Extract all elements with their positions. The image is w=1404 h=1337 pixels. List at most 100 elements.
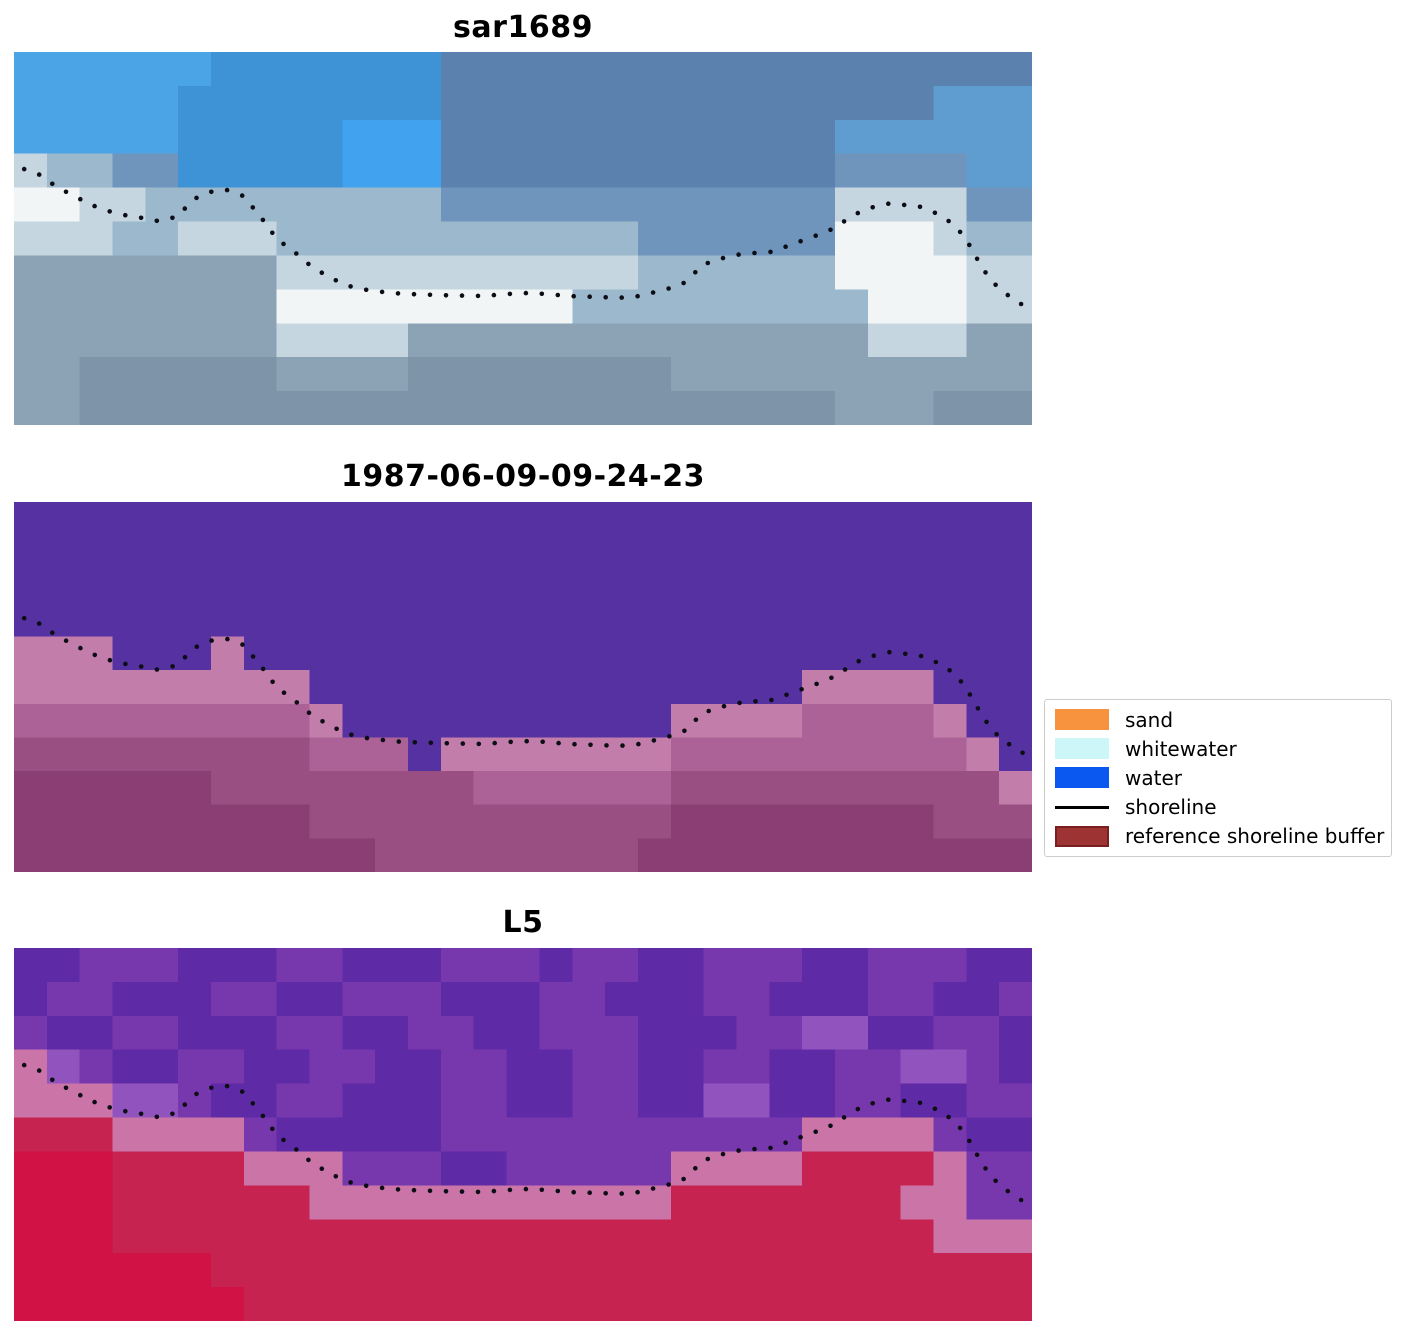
shoreline-dot: [250, 1101, 256, 1106]
shoreline-dot: [154, 218, 160, 224]
shoreline-label: shoreline: [1125, 795, 1217, 820]
shoreline-dot: [706, 708, 711, 714]
shoreline-dot: [829, 675, 834, 681]
shoreline-dot: [459, 293, 465, 298]
water-label: water: [1125, 765, 1182, 790]
shoreline-dot: [50, 1077, 55, 1083]
shoreline-dot: [828, 1123, 833, 1129]
shoreline-dot: [281, 241, 286, 247]
shoreline-dot: [36, 172, 42, 177]
shoreline-dot: [828, 227, 833, 233]
shoreline-dot: [798, 238, 803, 244]
shoreline-dot: [870, 1101, 875, 1106]
shoreline-dot: [319, 270, 325, 275]
shoreline-dot: [901, 202, 907, 208]
shoreline-dot: [250, 205, 256, 210]
shoreline-dot: [508, 739, 513, 745]
shoreline-dot: [769, 697, 774, 703]
shoreline-dot: [63, 638, 69, 643]
shoreline-dot: [260, 217, 266, 223]
shoreline-dot: [903, 651, 908, 657]
shoreline-dot: [334, 726, 339, 732]
shoreline-dot: [281, 1137, 286, 1143]
shoreline-dot: [967, 1138, 972, 1144]
shoreline-dot: [604, 743, 609, 748]
shoreline-dot: [63, 1085, 69, 1091]
shoreline-dot: [1018, 301, 1024, 307]
shoreline-dot: [523, 290, 529, 296]
shoreline-dot: [459, 1189, 465, 1194]
shoreline-dot: [138, 664, 144, 669]
sar-image-bitmap: [14, 52, 1032, 425]
shoreline-dot: [492, 740, 498, 746]
shoreline-dot: [720, 255, 726, 261]
sand-label: sand: [1125, 707, 1174, 732]
whitewater-label: whitewater: [1125, 736, 1237, 761]
shoreline-dot: [491, 292, 497, 298]
shoreline-dot: [363, 1183, 369, 1189]
shoreline-dot: [1005, 1188, 1011, 1194]
shoreline-dot: [306, 261, 311, 267]
shoreline-dot: [556, 740, 561, 746]
shoreline-dot: [693, 270, 698, 275]
shoreline-dot: [524, 738, 529, 744]
shoreline-dot: [138, 1111, 144, 1117]
shoreline-dot: [170, 215, 175, 221]
shoreline-dot: [239, 193, 245, 198]
shoreline-dot: [842, 667, 848, 672]
shoreline-dot: [50, 181, 55, 187]
shoreline-dot: [752, 1146, 757, 1152]
shoreline-dot: [855, 210, 861, 216]
shoreline-dot: [21, 166, 27, 172]
shoreline-dot: [92, 652, 98, 658]
shoreline-dot: [946, 218, 951, 224]
shoreline-dot: [507, 291, 513, 297]
shoreline-dot: [603, 295, 608, 300]
shoreline-dot: [753, 699, 758, 704]
shoreline-swatch: [1055, 805, 1109, 809]
legend-item-reference-shoreline-buffer: reference shoreline buffer: [1055, 822, 1384, 851]
shoreline-dot: [1006, 741, 1012, 747]
l5-image-bitmap: [14, 948, 1032, 1321]
shoreline-dot: [428, 740, 434, 746]
shoreline-dot: [768, 249, 773, 255]
shoreline-dot: [681, 280, 686, 286]
shoreline-dot: [78, 196, 83, 202]
shoreline-dot: [138, 215, 144, 221]
shoreline-dot: [21, 1062, 27, 1068]
shoreline-dot: [333, 1174, 339, 1179]
shoreline-dot: [841, 1115, 847, 1120]
shoreline-dot: [783, 1140, 788, 1145]
shoreline-dot: [555, 292, 561, 298]
shoreline-dot: [123, 1108, 128, 1114]
shoreline-dot: [539, 1187, 545, 1193]
shoreline-dot: [667, 734, 672, 739]
shoreline-dot: [957, 229, 963, 235]
shoreline-dot: [107, 209, 112, 214]
shoreline-dot: [209, 638, 214, 643]
shoreline-dot: [194, 195, 199, 201]
shoreline-dot: [856, 658, 861, 664]
shoreline-dot: [693, 717, 699, 723]
panel-title-sar: sar1689: [453, 10, 593, 45]
shoreline-dot: [444, 741, 450, 746]
shoreline-dot: [886, 1097, 891, 1102]
shoreline-dot: [475, 293, 481, 299]
shoreline-dot: [871, 653, 877, 658]
shoreline-dot: [650, 1186, 656, 1191]
shoreline-dot: [974, 256, 980, 262]
shoreline-dot: [588, 742, 593, 748]
shoreline-dotted-line: [21, 1062, 1024, 1203]
legend-item-whitewater: whitewater: [1055, 734, 1381, 763]
shoreline-dot: [587, 1190, 592, 1195]
shoreline-dot: [587, 294, 592, 299]
shoreline-dot: [260, 1113, 266, 1119]
shoreline-dot: [933, 659, 939, 665]
shoreline-dot: [540, 739, 545, 745]
shoreline-dot: [768, 1145, 773, 1151]
shoreline-dot: [182, 1102, 188, 1107]
shoreline-dot: [693, 1166, 698, 1171]
shoreline-dot: [571, 1189, 576, 1195]
reference-shoreline-buffer-swatch: [1055, 825, 1109, 847]
